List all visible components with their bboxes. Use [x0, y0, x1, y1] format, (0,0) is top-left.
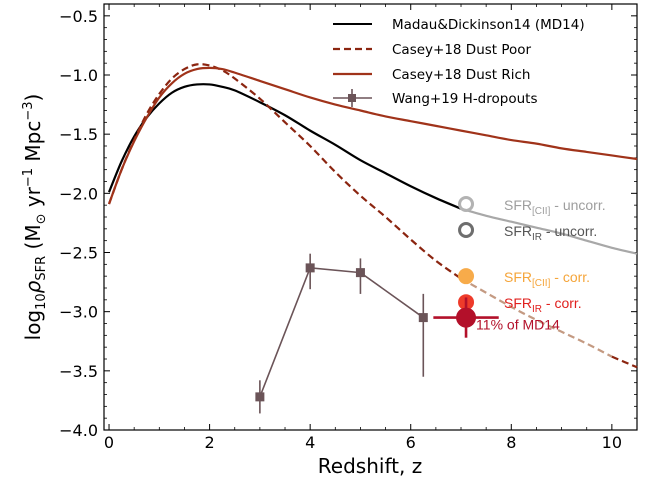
wang19-connector — [259, 267, 424, 398]
y-tick-label: −4.0 — [59, 421, 98, 440]
x-tick-label: 0 — [104, 433, 114, 452]
wang19-points — [255, 253, 428, 414]
y-tick-label: −2.5 — [59, 244, 98, 263]
md14-11pct-marker — [456, 307, 477, 328]
annotation-marker-filled — [458, 268, 475, 285]
annotation-label: SFR[CII] - corr. — [504, 269, 590, 289]
series-line-2 — [107, 63, 462, 280]
annotation-label: 11% of MD14 — [476, 317, 560, 333]
annotation-label-sub: IR — [532, 232, 542, 243]
y-tick-label: −2.0 — [59, 184, 98, 203]
ylabel-exp1: −1 — [21, 168, 36, 187]
x-tick-label: 8 — [506, 433, 516, 452]
legend-label-md14: Madau&Dickinson14 (MD14) — [392, 17, 585, 33]
annotation-label-suffix: - corr. — [542, 295, 582, 311]
y-axis-title: log10ρSFR (M⊙ yr−1 Mpc−3) — [21, 94, 49, 341]
annotation-label-main: SFR — [504, 269, 532, 285]
wang19-marker — [355, 268, 365, 278]
legend-label-wang19: Wang+19 H-dropouts — [392, 91, 537, 107]
legend-swatch-wang19-marker — [348, 94, 356, 102]
legend: Madau&Dickinson14 (MD14) Casey+18 Dust P… — [333, 17, 585, 107]
x-axis-ticks: 0 2 4 6 8 10 — [104, 4, 638, 452]
series-line-1 — [460, 207, 638, 255]
ylabel-exp3: −3 — [21, 101, 36, 120]
y-tick-label: −3.0 — [59, 303, 98, 322]
y-axis-ticks: −4.0 −3.5 −3.0 −2.5 −2.0 −1.5 −1.0 −0.5 — [59, 7, 637, 440]
annotation-label-main: SFR — [504, 295, 532, 311]
ylabel-yr: yr — [21, 186, 45, 213]
annotation-label-sub: IR — [532, 304, 542, 315]
x-axis-title: Redshift, z — [318, 454, 422, 478]
annotation-label-sub: [CII] — [532, 278, 551, 289]
legend-label-dust-poor: Casey+18 Dust Poor — [392, 42, 532, 58]
annotation-layer: SFR[CII] - uncorr.SFRIR - uncorr.SFR[CII… — [433, 195, 606, 338]
annotation-label-suffix: - corr. — [550, 269, 590, 285]
annotation-label-main: 11% of MD14 — [476, 317, 560, 333]
annotation-label: SFR[CII] - uncorr. — [504, 197, 606, 217]
ylabel-rho: ρ — [21, 280, 45, 293]
x-tick-label: 10 — [602, 433, 622, 452]
annotation-label: SFRIR - uncorr. — [504, 223, 597, 243]
legend-label-dust-rich: Casey+18 Dust Rich — [392, 67, 531, 83]
ylabel-log: log — [21, 310, 45, 341]
annotation-marker-open — [458, 222, 475, 239]
annotation-label-suffix: - uncorr. — [542, 223, 597, 239]
wang19-marker — [255, 392, 265, 402]
plot-area — [103, 3, 638, 431]
ylabel-sub10: 10 — [34, 293, 49, 310]
series-line-3 — [460, 277, 613, 358]
annotation-label-sub: [CII] — [532, 206, 551, 217]
annotation-marker-open — [458, 195, 475, 212]
annotation-label-main: SFR — [504, 197, 532, 213]
annotation-label-suffix: - uncorr. — [550, 197, 605, 213]
series-line-4 — [611, 355, 638, 369]
ylabel-mpc: Mpc — [21, 121, 45, 168]
ylabel-units-open: (M — [21, 224, 45, 255]
x-tick-label: 2 — [205, 433, 215, 452]
series-line-5 — [107, 66, 638, 205]
ylabel-sun: ⊙ — [34, 214, 49, 225]
x-tick-label: 6 — [406, 433, 416, 452]
wang19-marker — [305, 263, 315, 273]
y-tick-label: −3.5 — [59, 362, 98, 381]
ylabel-close: ) — [21, 94, 45, 102]
annotation-label: SFRIR - corr. — [504, 295, 582, 315]
x-tick-label: 4 — [305, 433, 315, 452]
wang19-marker — [418, 313, 428, 323]
y-tick-label: −1.5 — [59, 125, 98, 144]
annotation-label-main: SFR — [504, 223, 532, 239]
y-tick-label: −1.0 — [59, 66, 98, 85]
series-layer — [107, 63, 638, 369]
y-tick-label: −0.5 — [59, 7, 98, 26]
ylabel-subsfr: SFR — [34, 256, 49, 281]
